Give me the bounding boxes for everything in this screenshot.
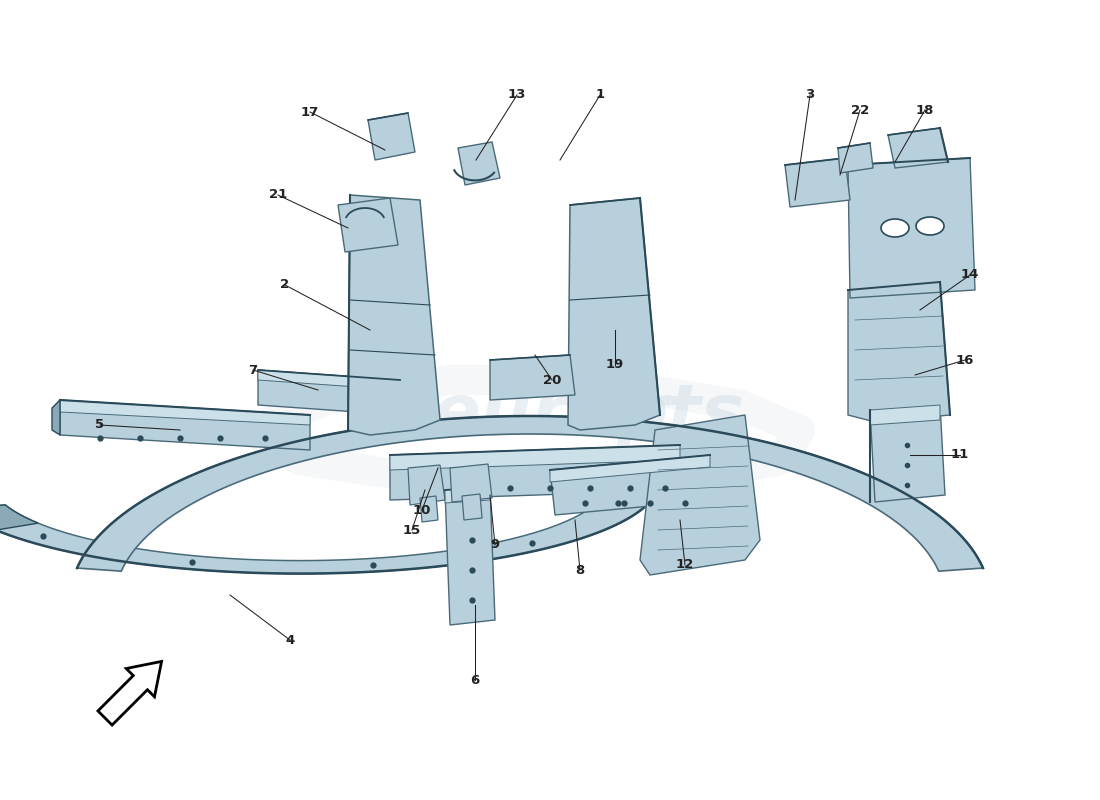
Polygon shape xyxy=(408,465,446,505)
Ellipse shape xyxy=(881,219,909,237)
Polygon shape xyxy=(848,158,975,298)
Polygon shape xyxy=(420,496,438,522)
Ellipse shape xyxy=(916,217,944,235)
Polygon shape xyxy=(458,142,500,185)
Polygon shape xyxy=(60,400,310,450)
Text: 22: 22 xyxy=(851,103,869,117)
Polygon shape xyxy=(490,355,575,400)
Text: 3: 3 xyxy=(805,89,815,102)
Text: 4: 4 xyxy=(285,634,295,646)
Text: 11: 11 xyxy=(950,449,969,462)
Text: europ: europ xyxy=(431,381,669,450)
Text: 18: 18 xyxy=(916,103,934,117)
Text: 14: 14 xyxy=(960,269,979,282)
Polygon shape xyxy=(258,370,400,390)
Polygon shape xyxy=(0,505,39,530)
Polygon shape xyxy=(77,416,983,571)
Text: 1: 1 xyxy=(595,89,605,102)
Polygon shape xyxy=(0,480,660,574)
Text: 5: 5 xyxy=(96,418,104,431)
Text: 7: 7 xyxy=(249,363,257,377)
Polygon shape xyxy=(870,405,940,425)
Polygon shape xyxy=(450,464,492,502)
Polygon shape xyxy=(888,128,948,168)
Polygon shape xyxy=(446,487,490,503)
Polygon shape xyxy=(640,415,760,575)
Polygon shape xyxy=(338,198,398,252)
Polygon shape xyxy=(446,487,495,625)
Text: 15: 15 xyxy=(403,523,421,537)
Polygon shape xyxy=(390,445,685,500)
Polygon shape xyxy=(52,400,60,435)
Text: rts: rts xyxy=(631,381,745,450)
Polygon shape xyxy=(550,455,710,482)
Polygon shape xyxy=(785,158,850,207)
Polygon shape xyxy=(550,455,715,515)
Polygon shape xyxy=(60,400,310,425)
Polygon shape xyxy=(848,282,950,422)
Polygon shape xyxy=(98,662,162,725)
Text: 20: 20 xyxy=(542,374,561,386)
Polygon shape xyxy=(258,370,400,415)
Polygon shape xyxy=(838,143,873,173)
Text: 9: 9 xyxy=(491,538,499,551)
Text: 10: 10 xyxy=(412,503,431,517)
Polygon shape xyxy=(348,195,440,435)
Text: 6: 6 xyxy=(471,674,480,686)
Text: 13: 13 xyxy=(508,89,526,102)
Polygon shape xyxy=(390,445,680,470)
Polygon shape xyxy=(870,405,945,502)
Text: 8: 8 xyxy=(575,563,584,577)
Text: 16: 16 xyxy=(956,354,975,366)
Text: 12: 12 xyxy=(675,558,694,571)
Text: 19: 19 xyxy=(606,358,624,371)
Text: 2: 2 xyxy=(280,278,289,291)
Text: 21: 21 xyxy=(268,189,287,202)
Text: 17: 17 xyxy=(301,106,319,118)
Polygon shape xyxy=(462,494,482,520)
Polygon shape xyxy=(568,198,660,430)
Polygon shape xyxy=(368,113,415,160)
